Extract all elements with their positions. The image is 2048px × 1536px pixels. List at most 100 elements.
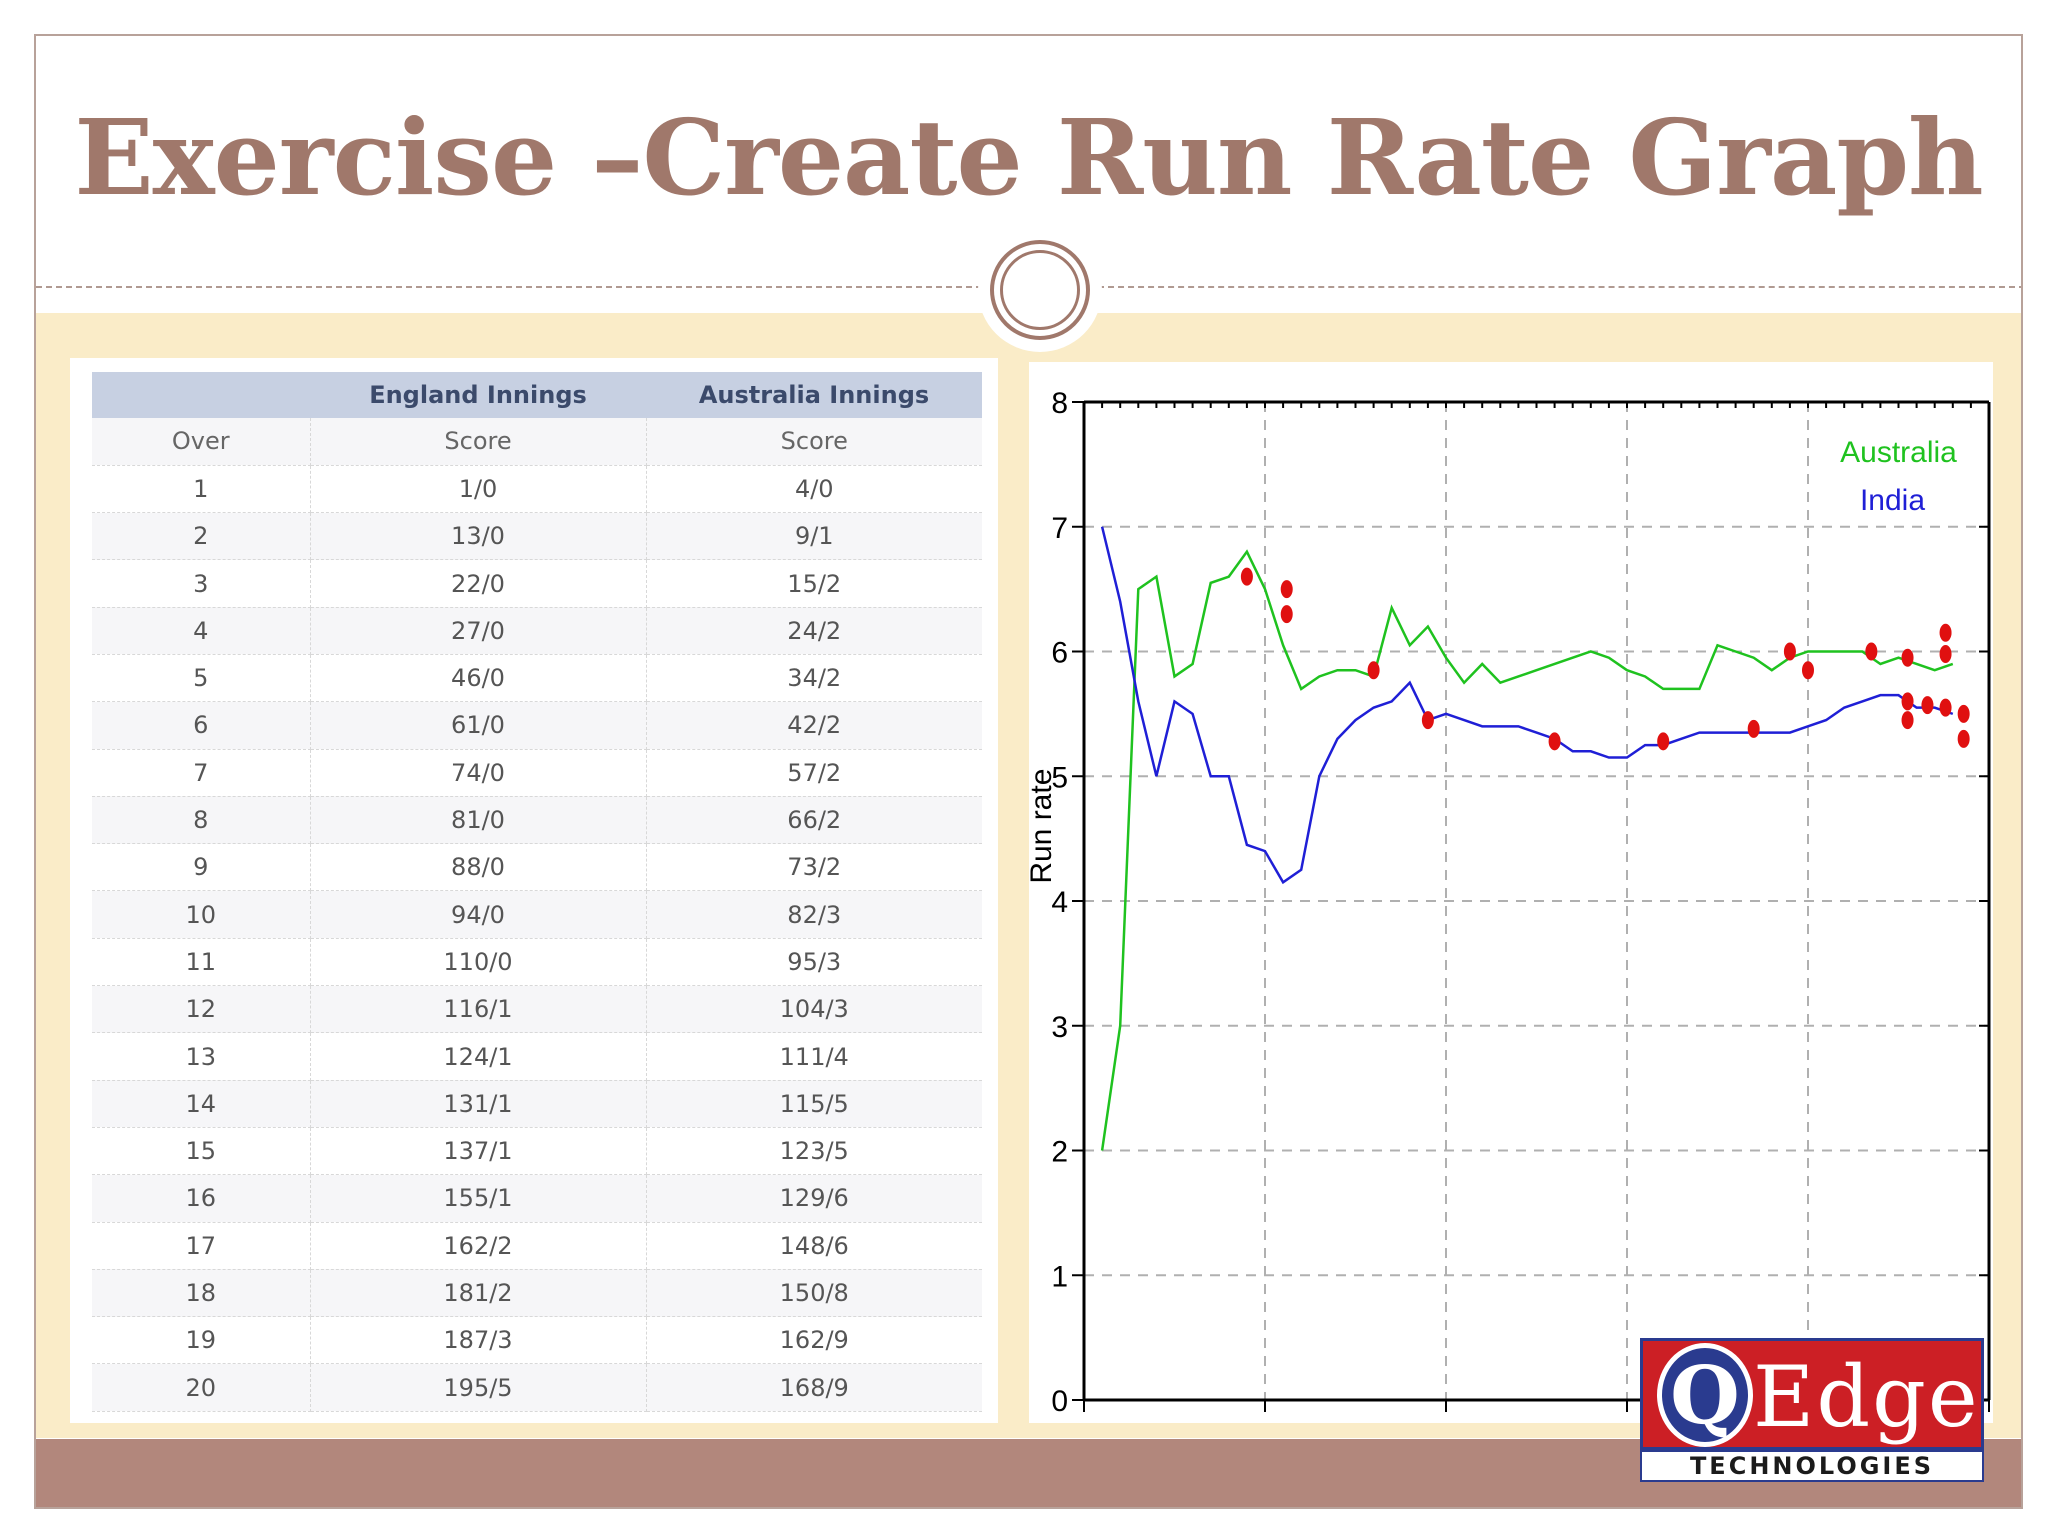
over-cell: 16 [92,1174,311,1223]
over-cell: 7 [92,749,311,797]
wicket-marker [1901,648,1914,667]
wicket-marker [1865,642,1878,661]
over-cell: 4 [92,607,311,655]
australia-score-cell: 129/6 [646,1174,982,1223]
table-group-header: Australia Innings [646,372,982,418]
over-cell: 14 [92,1080,311,1128]
series-line-india [1100,526,1954,885]
over-cell: 12 [92,985,311,1034]
england-score-cell: 137/1 [310,1127,647,1176]
table-row: 6 61/0 42/2 [92,701,982,750]
x-tick-label: 10 [1248,1418,1281,1423]
wicket-marker [1783,642,1796,661]
run-rate-chart: 01234567801020304050OversRun rateAustral… [1029,362,1993,1423]
logo-subtitle: TECHNOLOGIES [1640,1450,1984,1482]
table-row: 2 13/0 9/1 [92,512,982,561]
table-row: 4 27/0 24/2 [92,607,982,655]
over-cell: 15 [92,1127,311,1176]
australia-score-cell: 73/2 [646,843,982,892]
australia-score-cell: 168/9 [646,1363,982,1412]
england-score-cell: 195/5 [310,1363,647,1412]
y-tick-label: 4 [1051,886,1068,919]
table-row: 20 195/5 168/9 [92,1363,982,1412]
england-score-cell: 22/0 [310,559,647,608]
y-tick-label: 6 [1051,637,1068,670]
australia-score-cell: 9/1 [646,512,982,561]
wicket-marker [1939,698,1952,717]
table-group-header: England Innings [310,372,646,418]
australia-score-cell: 66/2 [646,796,982,845]
x-tick-label: 30 [1610,1418,1643,1423]
y-tick-label: 0 [1051,1385,1068,1418]
england-score-cell: 27/0 [310,607,647,655]
title-divider-left [36,286,982,288]
table-row: 5 46/0 34/2 [92,654,982,703]
wicket-marker [1957,729,1970,748]
run-rate-chart-svg: 01234567801020304050OversRun rateAustral… [1029,387,1993,1423]
table-row: 14 131/1 115/5 [92,1080,982,1128]
australia-score-cell: 123/5 [646,1127,982,1176]
australia-score-cell: 57/2 [646,749,982,797]
wicket-marker [1939,644,1952,663]
table-row: 7 74/0 57/2 [92,749,982,797]
divider-ornament-inner-circle-icon [1000,250,1080,330]
over-cell: 10 [92,890,311,939]
england-score-cell: 181/2 [310,1269,647,1318]
over-cell: 18 [92,1269,311,1318]
australia-score-cell: 111/4 [646,1032,982,1081]
australia-score-cell: 34/2 [646,654,982,703]
table-row: 17 162/2 148/6 [92,1222,982,1270]
australia-score-cell: 42/2 [646,701,982,750]
y-axis-label: Run rate [1029,769,1058,884]
table-row: 8 81/0 66/2 [92,796,982,845]
table-row: 10 94/0 82/3 [92,890,982,939]
table-row: 16 155/1 129/6 [92,1174,982,1223]
england-score-cell: 13/0 [310,512,647,561]
over-cell: 19 [92,1316,311,1365]
over-cell: 13 [92,1032,311,1081]
over-cell: 1 [92,465,311,514]
table-sub-header: Score [646,418,982,466]
y-tick-label: 1 [1051,1260,1068,1293]
y-tick-label: 2 [1051,1136,1068,1169]
table-group-header [92,372,310,418]
table-sub-header-row: Over Score Score [92,418,982,466]
wicket-marker [1280,580,1293,599]
england-score-cell: 74/0 [310,749,647,797]
england-score-cell: 94/0 [310,890,647,939]
over-cell: 5 [92,654,311,703]
wicket-marker [1802,661,1814,680]
england-score-cell: 46/0 [310,654,647,703]
y-tick-label: 3 [1051,1011,1068,1044]
wicket-marker [1240,567,1253,586]
logo-word: Edge [1753,1348,1980,1446]
score-table: England Innings Australia Innings Over S… [92,372,982,1412]
australia-score-cell: 162/9 [646,1316,982,1365]
australia-score-cell: 148/6 [646,1222,982,1270]
wicket-marker [1957,704,1970,723]
logo-banner: Q Edge [1640,1338,1984,1450]
australia-score-cell: 4/0 [646,465,982,514]
over-cell: 6 [92,701,311,750]
over-cell: 9 [92,843,311,892]
over-cell: 20 [92,1363,311,1412]
australia-score-cell: 15/2 [646,559,982,608]
table-row: 1 1/0 4/0 [92,465,982,514]
australia-score-cell: 115/5 [646,1080,982,1128]
england-score-cell: 124/1 [310,1032,647,1081]
table-row: 15 137/1 123/5 [92,1127,982,1176]
qedge-logo: Q Edge TECHNOLOGIES [1640,1338,1984,1482]
x-tick-label: 0 [1076,1418,1093,1423]
title-divider-right [1098,286,2021,288]
table-row: 19 187/3 162/9 [92,1316,982,1365]
australia-score-cell: 104/3 [646,985,982,1034]
series-line-australia [1100,549,1954,1151]
wicket-marker [1657,732,1670,751]
legend-india: India [1860,484,1925,517]
wicket-marker [1548,732,1561,751]
wicket-marker [1280,605,1293,624]
table-sub-header: Score [310,418,647,466]
wicket-marker [1921,696,1934,715]
australia-score-cell: 95/3 [646,938,982,987]
slide: Exercise –Create Run Rate Graph England … [34,34,2023,1509]
